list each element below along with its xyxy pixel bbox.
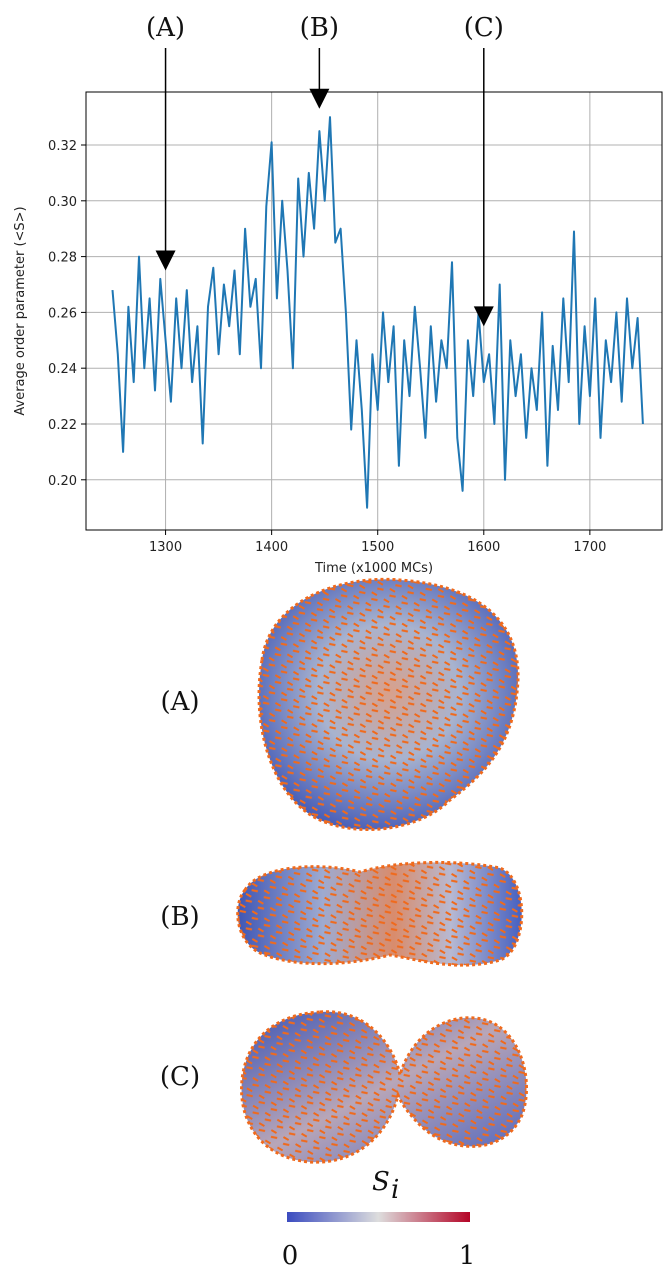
annotation-label: (C): [464, 13, 504, 43]
colorbar-subscript: i: [391, 1175, 399, 1205]
colorbar-tick: 0: [282, 1241, 299, 1271]
snapshot-label: (A): [160, 687, 199, 717]
colorbar: S i 0 1: [282, 1167, 476, 1271]
director-field: [241, 1011, 527, 1163]
y-tick-label: 0.24: [48, 362, 77, 377]
colorbar-symbol: S: [372, 1167, 390, 1197]
plot: 1300 1400 1500 1600 1700 0.20 0.22 0.24 0.26 0.28…: [13, 13, 663, 576]
x-tick-label: 1500: [361, 540, 394, 555]
colorbar-scale: [287, 1212, 470, 1222]
plot-frame: [85, 91, 663, 531]
annotation-arrowhead: [473, 306, 494, 327]
x-tick-label: 1300: [149, 540, 182, 555]
y-axis-label: Average order parameter (<S>): [13, 206, 28, 415]
y-tick-label: 0.22: [48, 418, 77, 433]
colorbar-tick: 1: [459, 1241, 476, 1271]
y-tick-label: 0.32: [48, 139, 77, 154]
y-tick-label: 0.26: [48, 306, 77, 321]
y-tick-label: 0.28: [48, 251, 77, 266]
y-tick-label: 0.30: [48, 195, 77, 210]
annotation-arrowhead: [309, 88, 330, 109]
annotation-arrowhead: [155, 250, 176, 271]
snapshot-b: (B): [160, 860, 524, 967]
director-field: [237, 862, 522, 966]
x-tick-label: 1700: [573, 540, 606, 555]
annotation-label: (B): [300, 13, 339, 43]
snapshot-c: (C): [160, 1010, 528, 1164]
director-field: [259, 579, 519, 830]
x-tick-label: 1400: [255, 540, 288, 555]
snapshot-label: (C): [160, 1062, 200, 1092]
x-axis-label: Time (x1000 MCs): [314, 561, 433, 576]
annotation-label: (A): [146, 13, 185, 43]
snapshot-label: (B): [160, 902, 199, 932]
snapshot-a: (A): [160, 577, 520, 831]
data-line: [111, 116, 644, 509]
x-tick-label: 1600: [467, 540, 500, 555]
y-tick-label: 0.20: [48, 474, 77, 489]
